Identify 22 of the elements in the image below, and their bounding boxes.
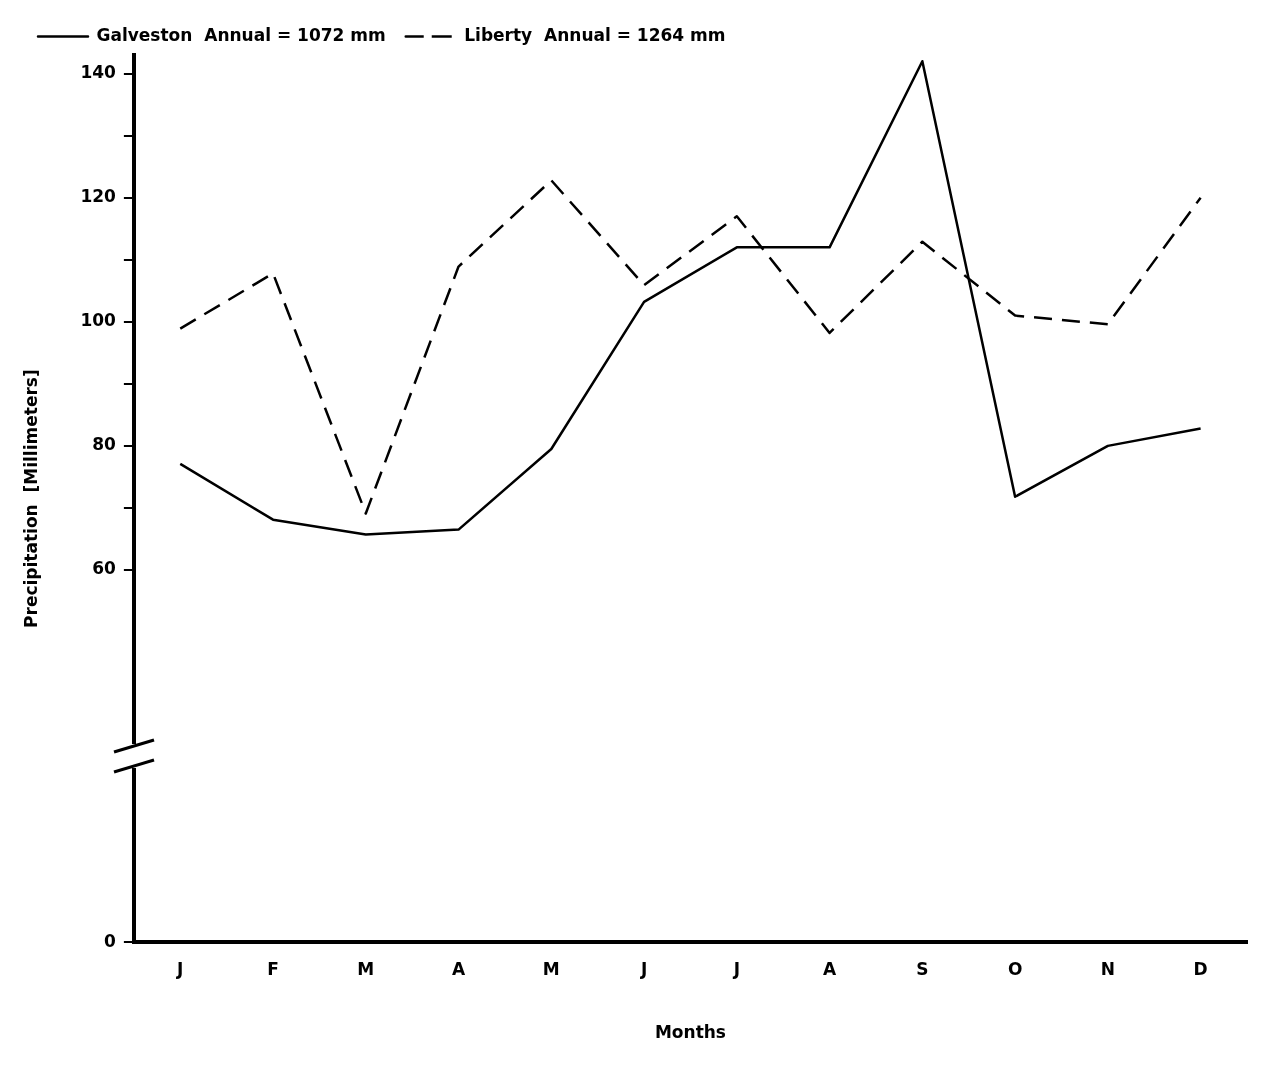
- x-tick-label: A: [823, 958, 837, 979]
- y-tick-label: 140: [80, 62, 117, 83]
- x-tick-label: N: [1100, 958, 1115, 979]
- y-tick-label: 100: [80, 310, 117, 331]
- x-tick-label: J: [732, 958, 740, 979]
- x-tick-label: S: [916, 958, 929, 979]
- y-tick-label: 0: [104, 930, 117, 951]
- x-tick-label: A: [451, 958, 466, 979]
- y-tick-label: 80: [92, 434, 117, 455]
- x-tick-label: F: [267, 958, 279, 979]
- x-tick-label: O: [1007, 958, 1023, 979]
- x-tick-label: J: [639, 958, 648, 979]
- x-tick-label: M: [542, 958, 560, 979]
- x-tick-label: J: [176, 958, 184, 979]
- legend-label: Liberty Annual = 1264 mm: [464, 24, 726, 45]
- x-tick-label: D: [1193, 958, 1208, 979]
- y-tick-label: 60: [92, 558, 117, 579]
- y-tick-label: 120: [80, 186, 117, 207]
- x-tick-label: M: [357, 958, 375, 979]
- legend-label: Galveston Annual = 1072 mm: [96, 24, 386, 45]
- x-axis-title: Months: [654, 1022, 726, 1043]
- y-axis-title: Precipitation [Millimeters]: [20, 369, 41, 628]
